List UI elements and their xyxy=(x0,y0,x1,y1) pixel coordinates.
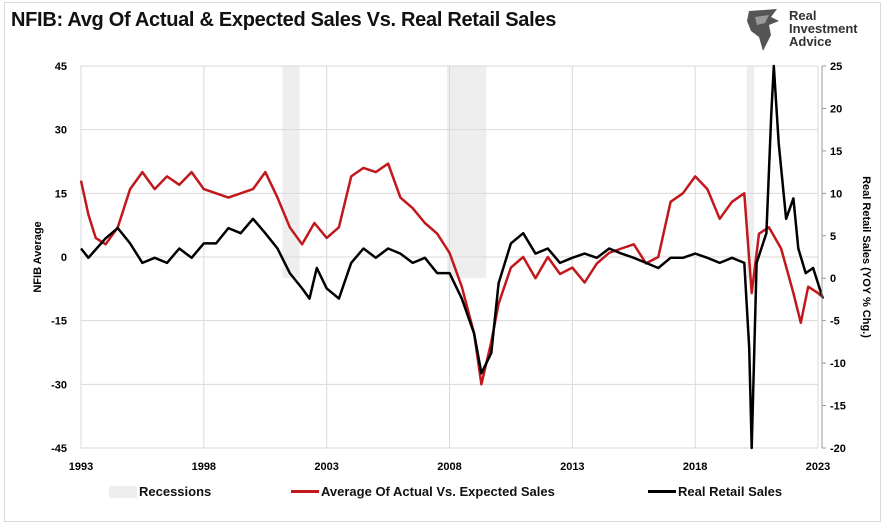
recession-band xyxy=(746,66,755,279)
nfib-average-line xyxy=(79,162,824,386)
legend-label: Real Retail Sales xyxy=(678,484,783,499)
x-tick-label: 2023 xyxy=(806,461,830,473)
y-tick-label: 30 xyxy=(55,125,67,137)
chart-title: NFIB: Avg Of Actual & Expected Sales Vs.… xyxy=(11,9,557,31)
y-tick-label: 45 xyxy=(55,61,67,73)
x-tick-label: 2013 xyxy=(560,461,584,473)
eagle-logo-icon xyxy=(747,9,779,51)
legend-swatch xyxy=(109,485,137,498)
logo-text: Real Investment Advice xyxy=(789,9,858,48)
y2-tick-label: 10 xyxy=(830,188,842,200)
legend-swatch xyxy=(291,490,319,493)
real-retail-sales-line xyxy=(80,64,825,450)
logo: Real Investment Advice xyxy=(741,7,871,55)
y2-tick-label: 5 xyxy=(830,231,836,243)
chart-frame: NFIB: Avg Of Actual & Expected Sales Vs.… xyxy=(4,2,881,522)
x-tick-label: 2008 xyxy=(437,461,461,473)
x-tick-label: 1993 xyxy=(69,461,93,473)
y2-axis-label: Real Retail Sales (YOY % Chg.) xyxy=(860,176,872,338)
y2-tick-label: 25 xyxy=(830,61,842,73)
y2-tick-label: -20 xyxy=(830,443,846,455)
y2-tick-label: 0 xyxy=(830,273,836,285)
legend-item-nfib: Average Of Actual Vs. Expected Sales xyxy=(291,484,555,499)
y2-tick-label: -15 xyxy=(830,401,846,413)
y-tick-label: -15 xyxy=(51,316,67,328)
logo-line: Real xyxy=(789,8,817,23)
legend-swatch xyxy=(648,490,676,493)
y2-tick-label: 20 xyxy=(830,103,842,115)
x-tick-label: 2018 xyxy=(683,461,707,473)
chart-svg: 1993 1998 2003 2008 2013 2018 2023 45 30 15 0 -15 -3… xyxy=(32,61,872,473)
legend-item-retail: Real Retail Sales xyxy=(648,484,782,499)
y-axis-label: NFIB Average xyxy=(32,221,44,292)
logo-line: Advice xyxy=(789,34,832,49)
recession-band xyxy=(282,66,300,279)
axes-layer: 1993 1998 2003 2008 2013 2018 2023 45 30 15 0 -15 -3… xyxy=(51,61,846,473)
legend-item-recessions: Recessions xyxy=(109,484,211,499)
x-tick-label: 2003 xyxy=(314,461,338,473)
legend-label: Average Of Actual Vs. Expected Sales xyxy=(321,484,555,499)
y-tick-label: -30 xyxy=(51,379,67,391)
y-tick-label: 0 xyxy=(61,252,67,264)
series-layer xyxy=(79,64,825,450)
x-tick-label: 1998 xyxy=(192,461,216,473)
y2-tick-label: -5 xyxy=(830,316,840,328)
y-tick-label: -45 xyxy=(51,443,67,455)
y2-tick-label: 15 xyxy=(830,146,842,158)
y-tick-label: 15 xyxy=(55,188,67,200)
legend-label: Recessions xyxy=(139,484,212,499)
y2-tick-label: -10 xyxy=(830,358,846,370)
recessions-layer xyxy=(282,66,755,279)
recession-band xyxy=(447,66,487,279)
logo-line: Investment xyxy=(789,21,858,36)
